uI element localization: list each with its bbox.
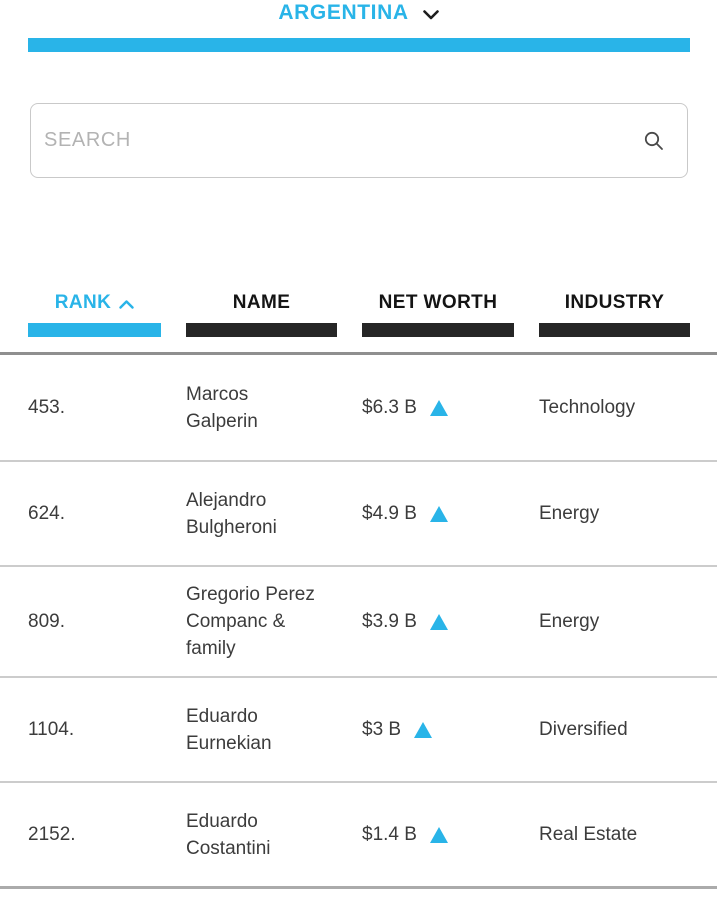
industry-cell: Diversified — [539, 719, 628, 740]
net-worth-cell: $4.9 B — [362, 500, 514, 527]
name-cell: Eduardo Eurnekian — [186, 705, 272, 754]
accent-divider-bar — [28, 38, 690, 52]
search-icon[interactable] — [642, 129, 666, 153]
name-cell: Gregorio Perez Companc & family — [186, 584, 315, 659]
column-header-net-worth[interactable]: NET WORTH — [362, 292, 514, 337]
net-worth-value: $6.3 B — [362, 397, 417, 418]
net-worth-cell: $3 B — [362, 716, 514, 743]
industry-cell: Energy — [539, 503, 600, 524]
sort-ascending-icon — [119, 299, 134, 309]
trend-up-icon — [414, 721, 433, 738]
net-worth-cell: $3.9 B — [362, 608, 514, 635]
industry-header-label: INDUSTRY — [564, 292, 665, 313]
net-worth-value: $3.9 B — [362, 611, 417, 632]
table-header: RANK NAME NET WORTH INDUSTRY — [0, 292, 717, 337]
table-header-divider — [0, 352, 717, 355]
country-selector[interactable]: ARGENTINA — [278, 1, 439, 25]
table-row[interactable]: 1104. Eduardo Eurnekian $3 B Diversified — [0, 676, 717, 781]
industry-cell: Real Estate — [539, 824, 638, 845]
name-header-underline — [186, 323, 337, 337]
country-label: ARGENTINA — [278, 1, 409, 24]
country-selector-row: ARGENTINA — [0, 0, 717, 25]
net-worth-header-label-wrap: NET WORTH — [379, 292, 498, 314]
chevron-down-icon — [422, 9, 439, 19]
table-body: 453. Marcos Galperin $6.3 B Technology 6… — [0, 355, 717, 886]
name-cell: Eduardo Costantini — [186, 810, 271, 859]
net-worth-value: $4.9 B — [362, 503, 417, 524]
rank-cell: 809. — [28, 611, 65, 632]
search-input[interactable] — [30, 103, 688, 178]
table-row[interactable]: 809. Gregorio Perez Companc & family $3.… — [0, 565, 717, 676]
rank-cell: 1104. — [28, 719, 75, 740]
trend-up-icon — [429, 399, 448, 416]
table-row[interactable]: 2152. Eduardo Costantini $1.4 B Real Est… — [0, 781, 717, 886]
net-worth-header-label: NET WORTH — [378, 292, 498, 313]
industry-header-underline — [539, 323, 690, 337]
industry-header-label-wrap: INDUSTRY — [565, 292, 665, 314]
net-worth-cell: $1.4 B — [362, 821, 514, 848]
rank-cell: 624. — [28, 503, 65, 524]
trend-up-icon — [429, 505, 448, 522]
rank-header-label-wrap: RANK — [55, 292, 135, 314]
column-header-industry[interactable]: INDUSTRY — [539, 292, 690, 337]
name-header-label: NAME — [232, 292, 291, 313]
name-header-label-wrap: NAME — [233, 292, 291, 314]
net-worth-cell: $6.3 B — [362, 394, 514, 421]
search-box — [30, 103, 688, 178]
table-row[interactable]: 624. Alejandro Bulgheroni $4.9 B Energy — [0, 460, 717, 565]
name-cell: Alejandro Bulgheroni — [186, 489, 277, 538]
trend-up-icon — [429, 613, 448, 630]
rank-header-label: RANK — [54, 292, 112, 313]
column-header-rank[interactable]: RANK — [28, 292, 161, 337]
rank-header-underline — [28, 323, 161, 337]
name-cell: Marcos Galperin — [186, 383, 258, 432]
net-worth-header-underline — [362, 323, 514, 337]
table-bottom-divider — [0, 886, 717, 889]
table-row[interactable]: 453. Marcos Galperin $6.3 B Technology — [0, 355, 717, 460]
net-worth-value: $1.4 B — [362, 824, 417, 845]
rank-cell: 453. — [28, 397, 65, 418]
rank-cell: 2152. — [28, 824, 76, 845]
column-header-name[interactable]: NAME — [186, 292, 337, 337]
industry-cell: Technology — [539, 397, 636, 418]
net-worth-value: $3 B — [362, 719, 402, 740]
trend-up-icon — [429, 826, 448, 843]
industry-cell: Energy — [539, 611, 600, 632]
